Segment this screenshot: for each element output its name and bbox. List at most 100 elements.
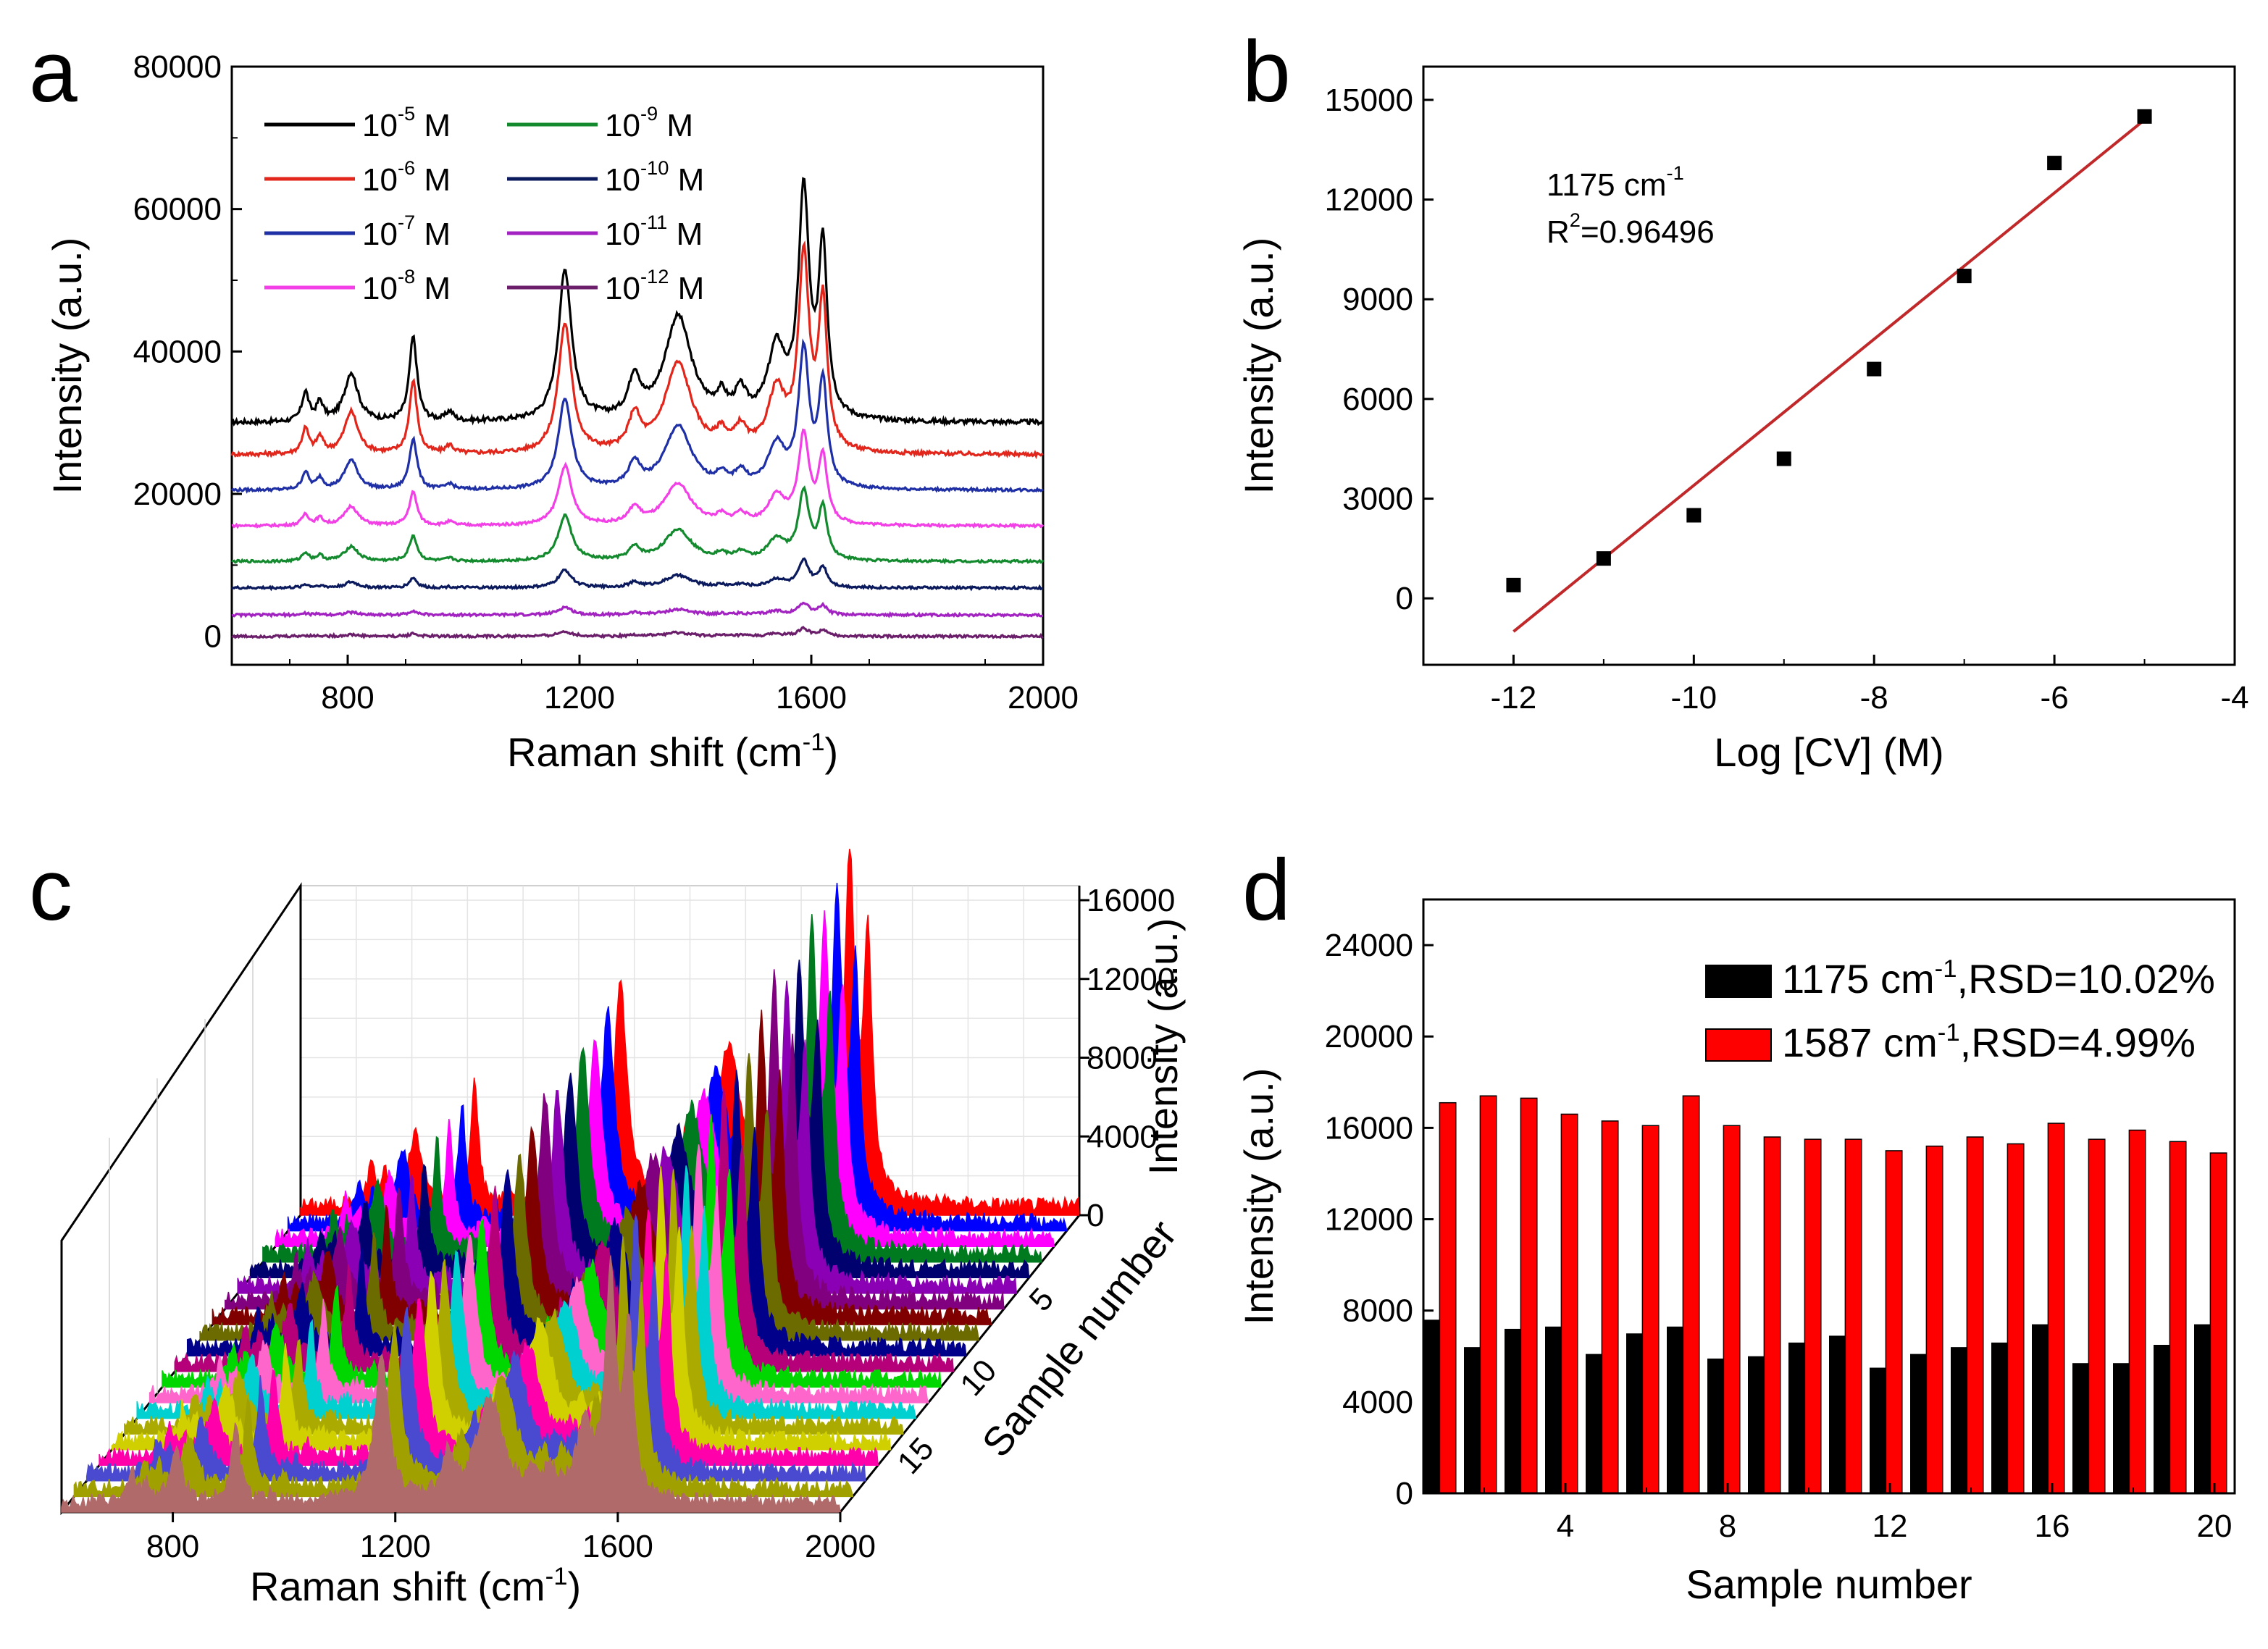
x-tick-label-d: 4 xyxy=(1557,1509,1574,1544)
y-tick-label-a: 80000 xyxy=(133,49,222,85)
bar-1175-9 xyxy=(1748,1356,1765,1493)
waterfall-spectrum-18 xyxy=(85,1213,866,1482)
bar-1587-10 xyxy=(1804,1138,1822,1494)
legend-label-d-0: 1175 cm-1,RSD=10.02% xyxy=(1782,955,2215,1002)
z-tick-label-c: 16000 xyxy=(1087,883,1175,918)
x-tick-label-d: 8 xyxy=(1719,1509,1736,1544)
bar-1175-20 xyxy=(2194,1324,2211,1493)
bar-1175-18 xyxy=(2113,1363,2130,1493)
bar-1587-8 xyxy=(1723,1125,1741,1494)
data-point xyxy=(2047,156,2062,171)
spectrum-line--10 xyxy=(230,557,1044,592)
bar-1175-15 xyxy=(1991,1342,2008,1493)
panel-c-waterfall-spectra: 800 1200 1600 2000 Raman shift (cm-1) 0 4000 80… xyxy=(60,848,1186,1609)
spectrum-line--12 xyxy=(231,626,1044,640)
z-axis-label-c: Intensity (a.u.) xyxy=(1140,918,1186,1175)
data-point xyxy=(1957,269,1972,284)
bar-1175-8 xyxy=(1707,1358,1724,1493)
legend-swatch-d-1 xyxy=(1705,1028,1772,1062)
x-tick-label-b: -12 xyxy=(1491,680,1537,716)
x-tick-label-d: 12 xyxy=(1872,1509,1908,1544)
bar-1175-5 xyxy=(1586,1354,1602,1493)
bar-1587-18 xyxy=(2128,1129,2146,1494)
bar-1175-3 xyxy=(1505,1328,1521,1493)
bar-1587-11 xyxy=(1844,1138,1862,1494)
y-tick-label-a: 60000 xyxy=(133,192,222,227)
bar-1587-13 xyxy=(1925,1145,1943,1494)
x-tick-label-c: 2000 xyxy=(805,1529,876,1564)
panel-label-d: d xyxy=(1242,842,1291,939)
bar-1175-2 xyxy=(1464,1347,1481,1493)
bar-1587-20 xyxy=(2209,1152,2227,1494)
bar-1587-4 xyxy=(1560,1113,1578,1494)
data-point xyxy=(1596,551,1611,566)
y-tick-label-b: 12000 xyxy=(1325,182,1413,218)
data-point xyxy=(1686,508,1702,523)
annotation-wavenumber: 1175 cm-1 xyxy=(1547,161,1684,203)
x-tick-label-c: 1600 xyxy=(582,1529,653,1564)
bar-1175-11 xyxy=(1829,1335,1846,1493)
z-tick-label-c: 4000 xyxy=(1087,1119,1158,1154)
annotation-r-squared: R2=0.96496 xyxy=(1547,209,1715,250)
panel-a-raman-spectra: 0 20000 40000 60000 80000 800 1200 1600 2000 Rama… xyxy=(44,49,1079,775)
x-axis-label-c: Raman shift (cm-1) xyxy=(250,1563,581,1609)
legend-label-d-1: 1587 cm-1,RSD=4.99% xyxy=(1782,1019,2196,1065)
panel-d-bar-chart: 0 4000 8000 12000 16000 20000 24000 4 8 12 16 20 Sam… xyxy=(1236,898,2236,1607)
panel-label-b: b xyxy=(1242,23,1291,120)
x-tick-label-a: 2000 xyxy=(1008,680,1079,716)
panel-label-c: c xyxy=(29,842,72,939)
bar-1587-17 xyxy=(2088,1138,2106,1494)
legend-label--6: 10-6 M xyxy=(362,156,451,198)
bar-1175-16 xyxy=(2032,1324,2049,1493)
legend-label--11: 10-11 M xyxy=(605,211,703,252)
y-tick-label-d: 20000 xyxy=(1325,1019,1413,1054)
y-tick-label-b: 15000 xyxy=(1325,83,1413,118)
spectrum-line--8 xyxy=(231,428,1045,530)
linear-fit-line xyxy=(1512,118,2146,633)
y-tick-label-a: 40000 xyxy=(133,334,222,369)
y-tick-label-d: 8000 xyxy=(1342,1293,1413,1329)
depth-axis-c xyxy=(839,1214,1081,1513)
y-tick-label-b: 6000 xyxy=(1342,382,1413,417)
legend-label--7: 10-7 M xyxy=(362,211,451,252)
bar-1175-12 xyxy=(1870,1367,1886,1493)
y-tick-label-d: 24000 xyxy=(1325,928,1413,963)
legend-label--12: 10-12 M xyxy=(605,265,704,306)
bar-1175-4 xyxy=(1545,1326,1562,1493)
bar-1175-17 xyxy=(2072,1363,2089,1493)
bar-1587-14 xyxy=(1966,1136,1984,1494)
y-tick-label-a: 20000 xyxy=(133,477,222,512)
x-tick-label-c: 800 xyxy=(146,1529,199,1564)
bar-1587-2 xyxy=(1479,1095,1497,1494)
bar-1587-1 xyxy=(1439,1102,1457,1494)
z-tick-label-c: 8000 xyxy=(1087,1041,1158,1076)
z-tick-label-c: 12000 xyxy=(1087,962,1175,997)
bar-1587-7 xyxy=(1682,1095,1700,1494)
bar-1175-1 xyxy=(1423,1319,1440,1493)
y-tick-label-d: 16000 xyxy=(1325,1110,1413,1146)
bar-1587-6 xyxy=(1641,1125,1660,1494)
y-tick-label-b: 0 xyxy=(1396,581,1413,616)
bar-1175-7 xyxy=(1667,1326,1683,1493)
bar-1587-19 xyxy=(2169,1141,2187,1494)
x-tick-label-b: -4 xyxy=(2220,680,2248,716)
x-tick-label-b: -6 xyxy=(2041,680,2069,716)
spectrum-line--11 xyxy=(231,601,1044,618)
bar-1175-14 xyxy=(1951,1347,1967,1493)
x-tick-label-d: 16 xyxy=(2035,1509,2070,1544)
bar-1175-13 xyxy=(1910,1354,1927,1493)
x-tick-label-b: -10 xyxy=(1671,680,1717,716)
y-tick-label-d: 0 xyxy=(1396,1476,1413,1511)
sample-tick-label-c: 15 xyxy=(890,1431,940,1481)
data-point xyxy=(2137,109,2152,124)
y-axis-label-a: Intensity (a.u.) xyxy=(44,238,90,495)
sample-tick-label-c: 5 xyxy=(1022,1281,1060,1318)
data-point xyxy=(1867,361,1882,377)
spectrum-line--9 xyxy=(231,485,1045,565)
x-tick-label-a: 1200 xyxy=(544,680,615,716)
bar-1587-15 xyxy=(2007,1143,2025,1494)
bar-1587-9 xyxy=(1763,1136,1781,1494)
y-tick-label-d: 12000 xyxy=(1325,1202,1413,1238)
x-tick-label-a: 800 xyxy=(321,680,374,716)
